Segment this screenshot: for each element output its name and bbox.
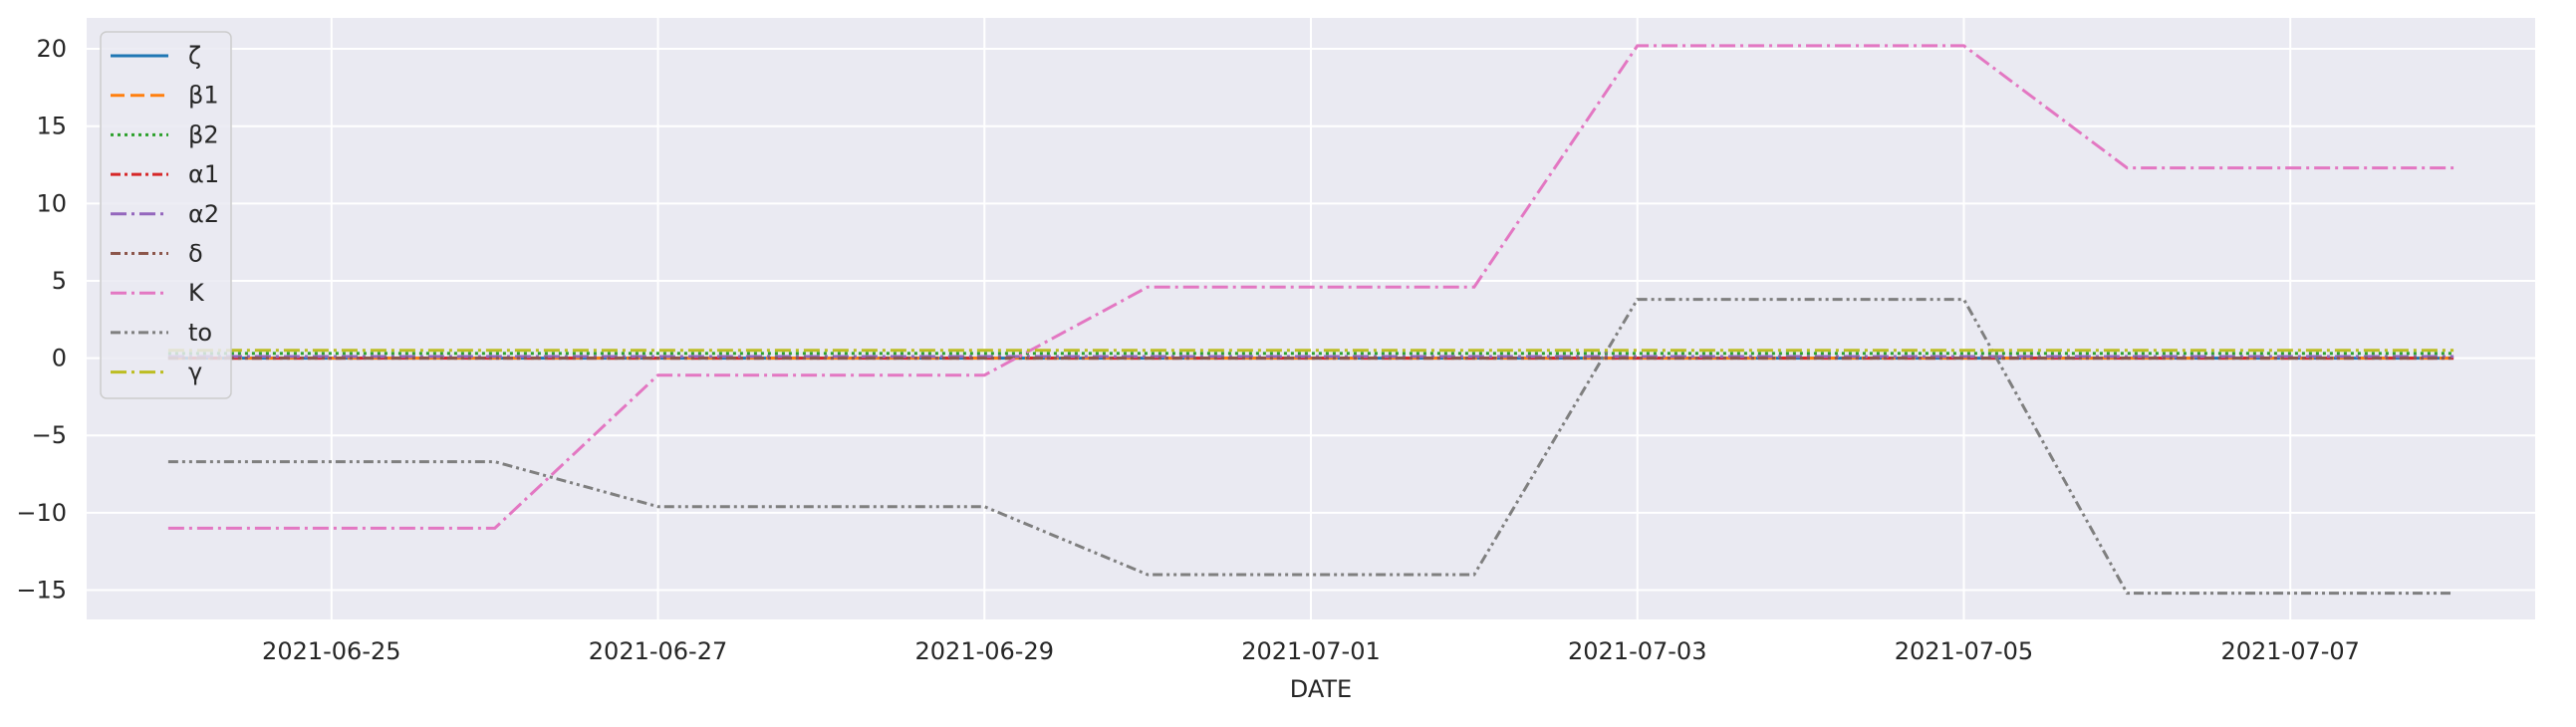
y-tick-label: 15 [36, 113, 67, 140]
y-tick-label: −10 [16, 499, 67, 527]
y-tick-label: 20 [36, 35, 67, 63]
y-tick-label: −15 [16, 576, 67, 604]
legend-label: β2 [188, 121, 219, 148]
legend-label: to [188, 319, 212, 347]
x-tick-label: 2021-06-25 [262, 637, 400, 665]
legend-label: β1 [188, 82, 219, 110]
y-axis: 20 15 10 5 0 −5 −10 −15 [16, 35, 67, 604]
legend-label: K [188, 279, 205, 307]
y-tick-label: −5 [32, 421, 67, 449]
legend-label: α2 [188, 200, 219, 228]
y-tick-label: 0 [52, 345, 67, 372]
legend-box [100, 31, 232, 399]
series-layer [167, 44, 2454, 596]
legend-label: δ [188, 240, 203, 268]
series-line [167, 44, 2454, 530]
legend-label: α1 [188, 160, 219, 188]
x-tick-label: 2021-07-07 [2220, 637, 2359, 665]
x-tick-label: 2021-06-29 [915, 637, 1054, 665]
grid [87, 18, 2535, 619]
x-tick-label: 2021-07-03 [1568, 637, 1706, 665]
x-tick-label: 2021-06-27 [589, 637, 727, 665]
x-axis: 2021-06-25 2021-06-27 2021-06-29 2021-07-01… [262, 637, 2360, 665]
y-tick-label: 5 [52, 267, 67, 295]
x-axis-label: DATE [1290, 675, 1352, 703]
x-tick-label: 2021-07-01 [1241, 637, 1380, 665]
x-tick-label: 2021-07-05 [1895, 637, 2033, 665]
y-tick-label: 10 [36, 189, 67, 217]
legend-label: ζ [188, 42, 201, 70]
legend-label: γ [188, 359, 202, 386]
